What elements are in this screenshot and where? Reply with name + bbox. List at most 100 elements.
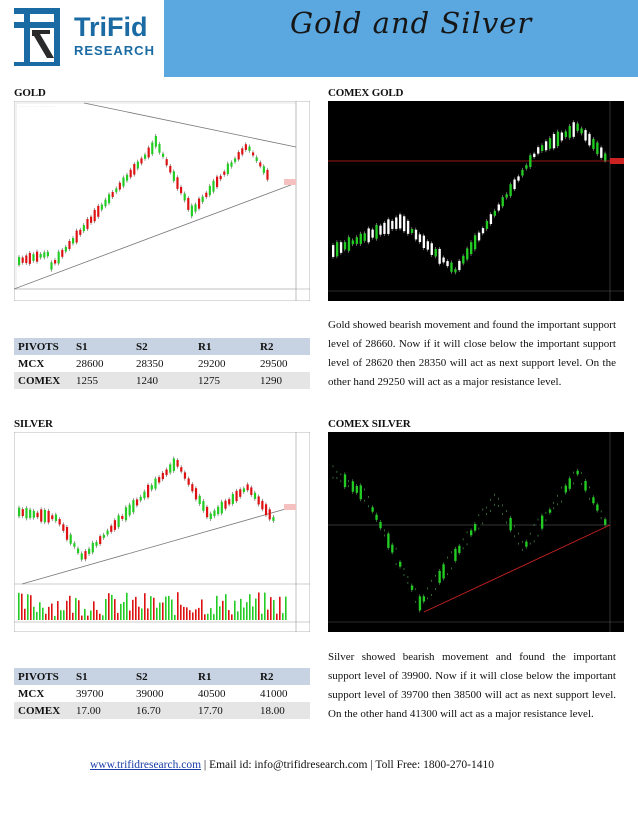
candle bbox=[217, 506, 220, 515]
candle bbox=[395, 217, 398, 229]
candle bbox=[485, 508, 489, 514]
volume-bar bbox=[42, 607, 44, 620]
gold-label: GOLD bbox=[14, 87, 46, 99]
candle bbox=[228, 499, 231, 505]
candle bbox=[191, 484, 194, 492]
candle bbox=[406, 220, 410, 234]
candle bbox=[592, 497, 595, 504]
candle bbox=[133, 164, 136, 175]
candle bbox=[135, 499, 139, 506]
row-name: MCX bbox=[14, 355, 72, 372]
candle bbox=[169, 165, 172, 173]
table-row: COMEX 17.00 16.70 17.70 18.00 bbox=[14, 702, 310, 719]
candle bbox=[387, 219, 390, 234]
candle bbox=[580, 474, 583, 483]
volume-bar bbox=[210, 608, 212, 620]
candle bbox=[231, 493, 234, 504]
volume-bar bbox=[90, 610, 92, 620]
candle bbox=[75, 230, 78, 243]
candle bbox=[46, 251, 49, 257]
rupee-logo-icon bbox=[14, 8, 70, 75]
candle bbox=[335, 242, 339, 257]
volume-bar bbox=[36, 611, 38, 620]
candle bbox=[84, 551, 87, 560]
volume-bar bbox=[147, 608, 149, 620]
candle bbox=[76, 548, 80, 554]
candle bbox=[47, 510, 50, 523]
volume-bar bbox=[105, 599, 107, 620]
volume-bar bbox=[51, 603, 53, 620]
table-cell: 40500 bbox=[194, 685, 256, 702]
volume-bar bbox=[126, 592, 128, 620]
candle bbox=[68, 240, 71, 249]
candle bbox=[117, 515, 120, 528]
candle bbox=[426, 589, 429, 598]
candle bbox=[246, 484, 249, 491]
pivot-header-cell: S1 bbox=[72, 338, 132, 355]
candle bbox=[237, 152, 240, 160]
volume-bar bbox=[264, 592, 266, 620]
gold-commentary: Gold showed bearish movement and found t… bbox=[328, 319, 616, 388]
candle bbox=[367, 498, 370, 506]
candle bbox=[241, 148, 244, 155]
svg-text:· · · · · · · · · · · · · · ·: · · · · · · · · · · · · · · · · · · · · … bbox=[18, 104, 56, 108]
candle bbox=[391, 544, 394, 553]
logo: TriFid RESEARCH bbox=[0, 0, 162, 80]
website-link[interactable]: www.trifidresearch.com bbox=[90, 759, 202, 771]
volume-bar bbox=[99, 613, 101, 620]
candle bbox=[272, 517, 275, 521]
candle bbox=[43, 252, 46, 258]
volume-bar bbox=[222, 600, 224, 620]
candle bbox=[72, 237, 75, 244]
volume-bar bbox=[234, 600, 236, 620]
candle bbox=[268, 509, 271, 520]
volume-bar bbox=[30, 595, 32, 620]
candle bbox=[162, 153, 165, 157]
candle bbox=[183, 193, 186, 201]
candle bbox=[359, 485, 362, 500]
candle bbox=[132, 500, 135, 513]
candle bbox=[332, 245, 335, 257]
candle bbox=[430, 243, 433, 255]
volume-bar bbox=[207, 613, 209, 620]
candle bbox=[95, 541, 98, 546]
candle bbox=[205, 506, 209, 518]
silver-commentary: Silver showed bearish movement and found… bbox=[328, 651, 616, 720]
volume-bar bbox=[285, 596, 287, 620]
volume-bar bbox=[171, 599, 173, 620]
candle bbox=[176, 177, 179, 189]
volume-bar bbox=[246, 602, 248, 620]
table-cell: 28350 bbox=[132, 355, 194, 372]
candle bbox=[505, 194, 508, 198]
candle bbox=[208, 185, 211, 196]
candle bbox=[446, 261, 449, 267]
candle bbox=[442, 257, 445, 263]
volume-bar bbox=[228, 610, 230, 620]
candle bbox=[25, 507, 28, 519]
candle bbox=[509, 517, 512, 531]
volume-bar bbox=[39, 602, 41, 620]
silver-support-trendline bbox=[21, 505, 297, 585]
pivot-header-cell: R1 bbox=[194, 668, 256, 685]
candle bbox=[505, 512, 508, 522]
candle bbox=[147, 484, 150, 498]
volume-bar bbox=[192, 612, 194, 620]
logo-wordmark: TriFid bbox=[74, 12, 148, 42]
candle bbox=[172, 458, 176, 471]
volume-bar bbox=[33, 606, 35, 620]
candle bbox=[161, 472, 164, 480]
candle bbox=[525, 541, 528, 547]
volume-bar bbox=[150, 596, 152, 620]
candle bbox=[266, 169, 269, 180]
candle bbox=[497, 204, 500, 211]
candle bbox=[600, 512, 603, 518]
candle bbox=[548, 509, 552, 513]
candle bbox=[21, 257, 24, 263]
candle bbox=[395, 549, 398, 564]
candle bbox=[604, 519, 607, 525]
candle bbox=[73, 543, 76, 547]
candle bbox=[190, 205, 193, 217]
pivot-header-cell: PIVOTS bbox=[14, 338, 72, 355]
candle bbox=[470, 242, 473, 255]
candle bbox=[410, 229, 414, 233]
